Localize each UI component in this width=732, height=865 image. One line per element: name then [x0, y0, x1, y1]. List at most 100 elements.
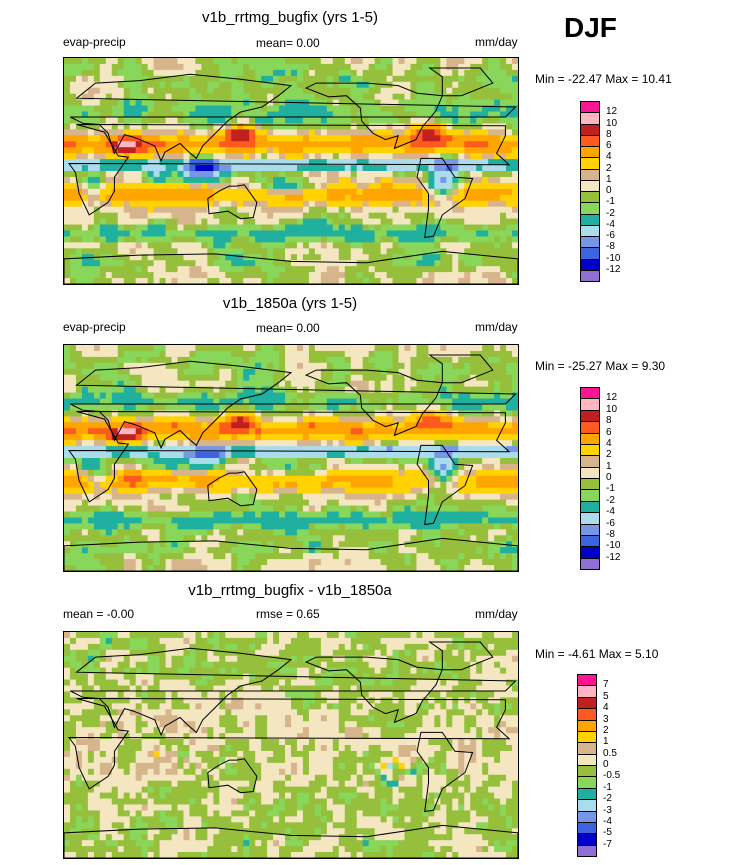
field-cell — [482, 272, 489, 279]
field-cell — [87, 356, 95, 364]
field-cell — [261, 188, 268, 196]
field-cell — [368, 487, 376, 495]
field-cell — [285, 75, 292, 83]
field-cell — [117, 105, 125, 113]
field-cell — [410, 463, 418, 471]
field-cell — [285, 111, 292, 119]
field-cell — [261, 165, 268, 172]
field-cell — [111, 224, 119, 232]
field-cell — [362, 81, 370, 89]
field-cell — [326, 218, 334, 226]
field-cell — [195, 147, 202, 154]
field-cell — [99, 129, 107, 136]
field-cell — [458, 159, 465, 166]
field-cell — [177, 452, 185, 459]
field-cell — [506, 153, 513, 160]
field-cell — [99, 422, 107, 429]
field-cell — [422, 135, 429, 142]
field-cell — [219, 452, 226, 459]
field-cell — [261, 440, 268, 447]
field-cell — [177, 434, 185, 441]
field-cell — [75, 117, 83, 125]
field-cell — [368, 362, 376, 370]
field-cell — [93, 392, 101, 400]
field-cell — [500, 63, 507, 71]
field-cell — [500, 469, 507, 477]
field-cell — [195, 188, 202, 196]
field-cell — [320, 194, 328, 202]
field-cell — [374, 475, 382, 483]
field-cell — [362, 206, 370, 214]
field-cell — [404, 135, 412, 142]
field-cell — [464, 147, 471, 154]
field-cell — [147, 135, 155, 142]
field-cell — [422, 463, 429, 471]
field-cell — [165, 260, 173, 267]
field-cell — [99, 194, 107, 202]
field-cell — [302, 422, 310, 429]
field-cell — [398, 117, 406, 125]
field-cell — [482, 446, 489, 453]
field-cell — [183, 236, 191, 243]
field-cell — [398, 481, 406, 489]
field-cell — [506, 242, 513, 249]
field-cell — [201, 386, 208, 394]
field-cell — [111, 194, 119, 202]
field-cell — [195, 87, 202, 95]
field-cell — [464, 123, 471, 130]
field-cell — [326, 230, 334, 238]
field-cell — [201, 153, 208, 160]
field-cell — [153, 63, 161, 71]
field-cell — [201, 410, 208, 417]
field-cell — [350, 182, 358, 190]
field-cell — [243, 362, 250, 370]
field-cell — [446, 188, 453, 196]
field-cell — [398, 123, 406, 130]
field-cell — [428, 380, 435, 388]
field-cell — [273, 254, 280, 261]
field-cell — [494, 398, 501, 406]
field-cell — [434, 58, 441, 65]
field-cell — [464, 380, 471, 388]
field-cell — [386, 159, 394, 166]
field-cell — [171, 458, 179, 465]
field-cell — [267, 230, 274, 238]
field-cell — [398, 345, 406, 352]
field-cell — [404, 428, 412, 435]
field-cell — [398, 356, 406, 364]
field-cell — [201, 230, 208, 238]
field-cell — [249, 446, 256, 453]
field-cell — [386, 487, 394, 495]
field-cell — [488, 422, 495, 429]
field-cell — [219, 218, 226, 226]
field-cell — [302, 218, 310, 226]
field-cell — [267, 81, 274, 89]
coastline — [70, 73, 517, 163]
field-cell — [111, 182, 119, 190]
field-cell — [482, 458, 489, 465]
field-cell — [195, 260, 202, 267]
field-cell — [141, 75, 149, 83]
field-cell — [135, 99, 143, 107]
field-cell — [296, 230, 304, 238]
field-cell — [159, 141, 167, 148]
field-cell — [123, 248, 131, 255]
field-cell — [428, 147, 435, 154]
field-cell — [470, 194, 477, 202]
field-cell — [135, 368, 143, 376]
field-cell — [141, 63, 149, 71]
field-cell — [434, 176, 441, 184]
field-cell — [506, 75, 513, 83]
field-cell — [87, 463, 95, 471]
field-cell — [392, 481, 400, 489]
field-cell — [476, 141, 483, 148]
field-cell — [326, 194, 334, 202]
field-cell — [267, 386, 274, 394]
field-cell — [165, 266, 173, 273]
field-cell — [428, 481, 435, 489]
field-cell — [219, 428, 226, 435]
field-cell — [261, 410, 268, 417]
field-cell — [219, 446, 226, 453]
field-cell — [153, 69, 161, 77]
field-cell — [285, 392, 292, 400]
